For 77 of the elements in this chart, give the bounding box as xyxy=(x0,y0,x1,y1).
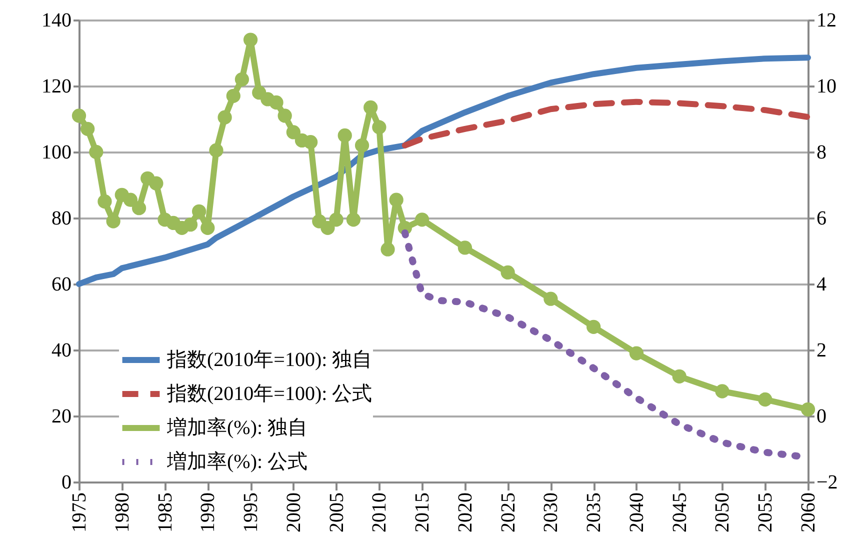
x-tick-label: 2045 xyxy=(668,492,691,532)
x-tick-label: 1975 xyxy=(68,492,90,532)
point xyxy=(218,110,232,124)
point xyxy=(800,402,816,416)
y-tick-label: 20 xyxy=(52,406,72,428)
legend-label: 指数(2010年=100): 公式 xyxy=(166,383,372,405)
y2-tick-label: 12 xyxy=(816,10,836,32)
point xyxy=(303,135,318,150)
point xyxy=(89,144,104,160)
point xyxy=(354,138,370,152)
x-tick-label: 2030 xyxy=(540,492,562,532)
point xyxy=(672,369,686,384)
point xyxy=(149,176,164,190)
point xyxy=(320,220,335,235)
point xyxy=(200,220,215,235)
y-tick-label: 60 xyxy=(52,274,72,296)
point xyxy=(226,88,240,103)
x-tick-label: 2015 xyxy=(412,492,434,532)
x-tick-label: 2020 xyxy=(454,492,476,532)
point xyxy=(364,100,378,115)
y2-tick-label: −2 xyxy=(816,472,838,494)
point xyxy=(329,212,344,227)
y2-tick-label: 6 xyxy=(816,208,826,230)
point xyxy=(278,108,292,123)
y2-tick-label: 0 xyxy=(816,406,826,428)
x-tick-label: 2025 xyxy=(497,492,520,532)
point xyxy=(372,120,386,134)
x-tick-label: 2050 xyxy=(712,492,734,532)
point xyxy=(234,72,250,86)
x-tick-label: 2055 xyxy=(754,492,777,532)
y2-tick-label: 8 xyxy=(816,142,826,164)
point xyxy=(269,95,284,110)
x-tick-label: 1990 xyxy=(197,492,220,532)
x-tick-label: 1980 xyxy=(111,492,134,532)
x-tick-label: 2000 xyxy=(282,492,305,532)
x-tick-label: 2040 xyxy=(626,492,648,532)
point xyxy=(338,128,352,143)
point xyxy=(209,143,224,158)
y-tick-label: 80 xyxy=(52,208,72,230)
y-tick-label: 100 xyxy=(42,142,72,164)
point xyxy=(500,265,515,280)
point xyxy=(715,384,730,398)
point xyxy=(414,212,430,227)
point xyxy=(544,292,558,306)
point xyxy=(192,204,206,218)
point xyxy=(132,201,146,216)
point xyxy=(183,218,198,232)
y2-tick-label: 10 xyxy=(816,76,836,98)
point xyxy=(286,125,300,140)
x-tick-label: 1995 xyxy=(240,492,262,532)
point xyxy=(346,212,361,227)
x-tick-label: 1985 xyxy=(154,492,176,532)
point xyxy=(586,320,601,334)
y-tick-label: 140 xyxy=(42,10,72,32)
legend-label: 増加率(%): 独自 xyxy=(166,416,308,439)
point xyxy=(629,346,644,360)
point xyxy=(123,192,138,207)
y2-tick-label: 2 xyxy=(816,340,826,362)
y-tick-label: 40 xyxy=(52,340,72,362)
point xyxy=(98,194,112,209)
x-tick-label: 2005 xyxy=(326,492,348,532)
y-tick-label: 120 xyxy=(42,76,72,98)
point xyxy=(389,192,404,207)
point xyxy=(72,108,86,123)
x-tick-label: 2035 xyxy=(583,492,606,532)
point xyxy=(106,214,120,228)
point xyxy=(458,240,472,255)
point xyxy=(80,122,95,136)
x-tick-label: 2010 xyxy=(368,492,391,532)
x-tick-label: 2060 xyxy=(798,492,820,532)
y-tick-label: 0 xyxy=(62,472,72,494)
point xyxy=(243,32,258,47)
y2-tick-label: 4 xyxy=(816,274,826,296)
point xyxy=(380,242,395,256)
point xyxy=(758,392,772,407)
legend-label: 増加率(%): 公式 xyxy=(166,450,308,473)
legend-label: 指数(2010年=100): 独自 xyxy=(166,349,372,371)
